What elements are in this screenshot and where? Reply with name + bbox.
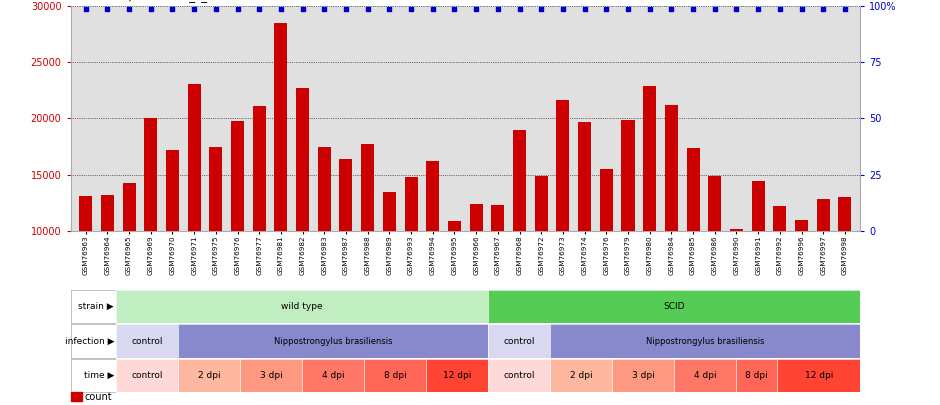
Bar xyxy=(578,122,591,343)
Point xyxy=(425,6,440,13)
Bar xyxy=(339,159,352,343)
Bar xyxy=(752,181,764,343)
Bar xyxy=(600,169,613,343)
Bar xyxy=(296,88,309,343)
Bar xyxy=(361,144,374,343)
Bar xyxy=(795,220,808,343)
Point xyxy=(295,6,310,13)
Bar xyxy=(448,221,461,343)
Bar xyxy=(404,177,417,343)
Point xyxy=(164,6,180,13)
Text: Nippostrongylus brasiliensis: Nippostrongylus brasiliensis xyxy=(274,337,393,345)
Point xyxy=(317,6,332,13)
Bar xyxy=(166,150,179,343)
Text: strain ▶: strain ▶ xyxy=(78,302,114,311)
Point xyxy=(642,6,657,13)
Point xyxy=(360,6,375,13)
Text: SCID: SCID xyxy=(664,302,685,311)
Bar xyxy=(426,161,439,343)
Bar xyxy=(665,105,678,343)
Bar xyxy=(318,147,331,343)
Bar xyxy=(79,196,92,343)
Point xyxy=(491,6,506,13)
Text: 2 dpi: 2 dpi xyxy=(570,371,592,380)
Point xyxy=(469,6,484,13)
Point xyxy=(838,6,853,13)
Text: 12 dpi: 12 dpi xyxy=(443,371,471,380)
Point xyxy=(403,6,418,13)
Point xyxy=(556,6,571,13)
Point xyxy=(816,6,831,13)
Text: 8 dpi: 8 dpi xyxy=(745,371,768,380)
Bar xyxy=(708,176,721,343)
Point xyxy=(620,6,635,13)
Text: infection ▶: infection ▶ xyxy=(65,337,114,345)
Text: 3 dpi: 3 dpi xyxy=(632,371,654,380)
Point xyxy=(121,6,136,13)
Bar xyxy=(122,183,135,343)
Point xyxy=(209,6,224,13)
Text: Nippostrongylus brasiliensis: Nippostrongylus brasiliensis xyxy=(646,337,764,345)
Point xyxy=(751,6,766,13)
Bar xyxy=(643,86,656,343)
Bar xyxy=(621,119,634,343)
Point xyxy=(685,6,700,13)
Point xyxy=(230,6,245,13)
Text: control: control xyxy=(504,371,535,380)
Bar xyxy=(470,204,482,343)
Text: 12 dpi: 12 dpi xyxy=(805,371,833,380)
Point xyxy=(78,6,93,13)
Bar xyxy=(492,205,505,343)
Bar xyxy=(101,195,114,343)
Point xyxy=(252,6,267,13)
Point xyxy=(143,6,158,13)
Point xyxy=(512,6,527,13)
Bar xyxy=(817,199,830,343)
Bar xyxy=(144,118,157,343)
Text: 4 dpi: 4 dpi xyxy=(321,371,345,380)
Text: GDS2024 / 1418625_s_at: GDS2024 / 1418625_s_at xyxy=(70,0,220,2)
Point xyxy=(187,6,202,13)
Text: control: control xyxy=(132,337,163,345)
Bar xyxy=(838,197,852,343)
Bar xyxy=(556,100,570,343)
Point xyxy=(599,6,614,13)
Point xyxy=(338,6,353,13)
Bar xyxy=(253,106,266,343)
Point xyxy=(794,6,809,13)
Bar xyxy=(188,83,200,343)
Text: 8 dpi: 8 dpi xyxy=(384,371,407,380)
Bar xyxy=(231,121,244,343)
Text: wild type: wild type xyxy=(281,302,323,311)
Text: time ▶: time ▶ xyxy=(84,371,114,380)
Bar xyxy=(774,206,787,343)
Point xyxy=(100,6,115,13)
Bar xyxy=(274,23,288,343)
Point xyxy=(728,6,744,13)
Point xyxy=(446,6,462,13)
Point xyxy=(274,6,289,13)
Bar xyxy=(535,176,548,343)
Point xyxy=(707,6,722,13)
Text: control: control xyxy=(132,371,163,380)
Point xyxy=(382,6,397,13)
Point xyxy=(577,6,592,13)
Text: 3 dpi: 3 dpi xyxy=(259,371,283,380)
Text: 4 dpi: 4 dpi xyxy=(694,371,716,380)
Bar xyxy=(513,130,526,343)
Text: count: count xyxy=(85,392,112,402)
Point xyxy=(534,6,549,13)
Bar xyxy=(686,148,699,343)
Bar xyxy=(730,228,743,343)
Bar xyxy=(210,147,223,343)
Text: 2 dpi: 2 dpi xyxy=(198,371,221,380)
Point xyxy=(664,6,679,13)
Bar xyxy=(383,192,396,343)
Text: control: control xyxy=(504,337,535,345)
Point xyxy=(773,6,788,13)
